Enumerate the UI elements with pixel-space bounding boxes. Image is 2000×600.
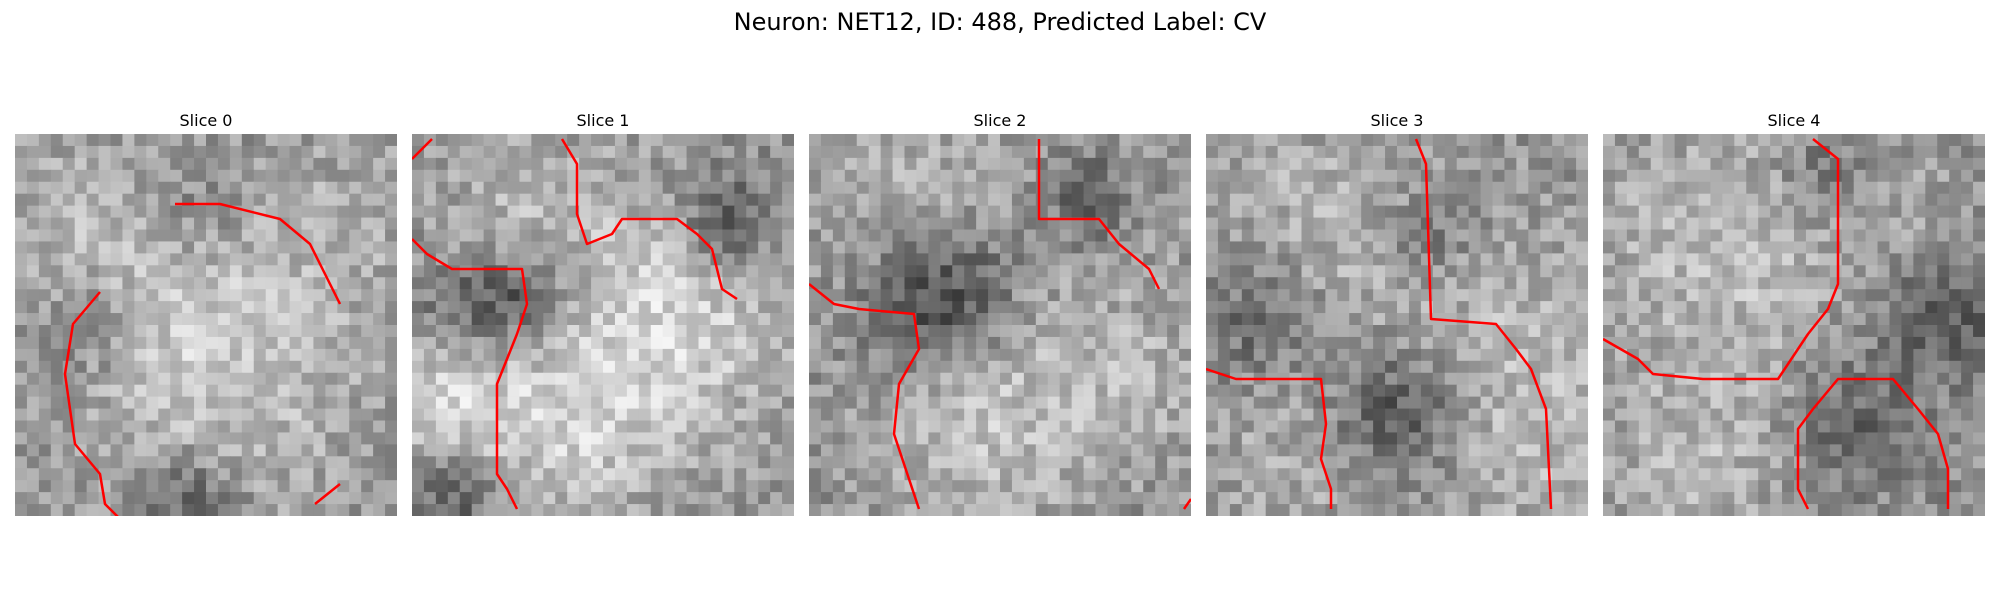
slice-title-3: Slice 3 [1370,111,1424,130]
membrane-trace-line [1206,367,1333,509]
slice-panel-1: Slice 1 [412,108,794,516]
slice-image-0 [15,134,397,516]
pixel-grid [1206,134,1588,516]
membrane-trace-line [1414,138,1553,510]
slice-image-4 [1603,134,1985,516]
slice-panel-4: Slice 4 [1603,108,1985,516]
pixel-grid [809,134,1191,516]
slice-image-1 [412,134,794,516]
slice-image-3 [1206,134,1588,516]
membrane-trace-line [1603,138,1840,381]
membrane-trace-line [63,291,119,516]
membrane-trace-line [412,238,529,510]
pixel-grid [1603,134,1985,516]
slice-title-0: Slice 0 [179,111,233,130]
membrane-trace-line [1037,139,1161,290]
pixel-grid [15,134,397,516]
membrane-trace-line [175,202,342,305]
slice-panel-2: Slice 2 [809,108,1191,516]
slice-title-2: Slice 2 [973,111,1027,130]
figure-title: Neuron: NET12, ID: 488, Predicted Label:… [733,8,1267,36]
membrane-trace-line [314,483,341,505]
slice-title-4: Slice 4 [1767,111,1821,130]
membrane-trace-line [1182,498,1191,510]
slice-panel-3: Slice 3 [1206,108,1588,516]
pixel-grid [412,134,794,516]
membrane-trace-line [560,138,738,301]
slice-title-1: Slice 1 [576,111,630,130]
slice-panel-0: Slice 0 [15,108,397,516]
slice-image-2 [809,134,1191,516]
membrane-trace-line [809,283,921,510]
membrane-trace-line [1796,377,1950,510]
membrane-trace-line [412,138,433,160]
